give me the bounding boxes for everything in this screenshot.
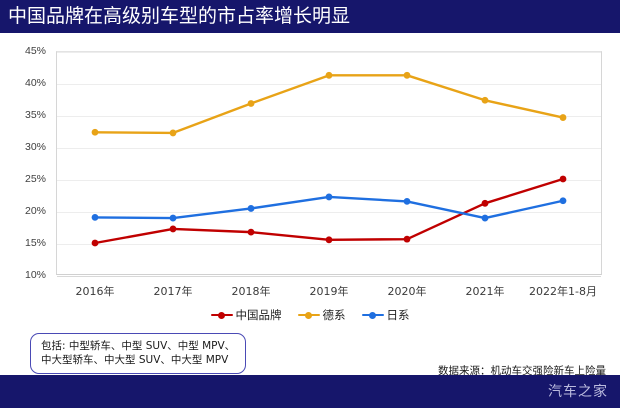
y-axis-tick-label: 15%: [24, 237, 46, 249]
data-point: [91, 128, 99, 136]
legend-label: 德系: [322, 308, 346, 322]
series-line: [93, 177, 565, 245]
page-title: 中国品牌在高级别车型的市占率增长明显: [8, 5, 351, 27]
data-point: [403, 71, 411, 79]
data-point: [247, 228, 255, 236]
data-point: [559, 114, 567, 121]
chart-legend: 中国品牌 德系 日系: [0, 305, 620, 325]
gridline: [57, 244, 601, 245]
y-axis-tick-label: 40%: [24, 77, 46, 89]
data-point: [247, 205, 255, 212]
gridline: [57, 212, 601, 213]
legend-item[interactable]: 中国品牌: [210, 307, 282, 323]
data-point: [91, 214, 99, 221]
x-axis-tick-label: 2016年: [75, 285, 115, 298]
gridline: [57, 84, 601, 85]
data-point: [481, 214, 489, 222]
header-bar: 中国品牌在高级别车型的市占率增长明显: [0, 0, 620, 33]
legend-line-marker-icon: [361, 310, 384, 320]
y-axis-tick-label: 45%: [24, 45, 46, 57]
y-axis-tick-label: 25%: [24, 173, 46, 185]
note-box: 包括: 中型轿车、中型 SUV、中型 MPV、 中大型轿车、中大型 SUV、中大…: [30, 333, 247, 374]
gridline: [57, 180, 601, 181]
gridline: [57, 116, 601, 117]
data-point: [247, 100, 255, 107]
plot-area: [56, 51, 602, 277]
x-axis-tick-label: 2021年: [465, 285, 505, 298]
series-德系: [91, 71, 567, 137]
series-line: [93, 74, 565, 135]
x-axis-tick-label: 2020年: [387, 285, 427, 298]
x-axis-labels: 2016年 2017年 2018年 2019年 2020年 2021年 2022年1-8月: [56, 279, 602, 301]
data-point: [325, 193, 333, 201]
x-axis-tick-label: 2018年: [231, 285, 271, 298]
legend-line-marker-icon: [210, 310, 233, 320]
gridline: [57, 52, 601, 53]
data-point: [325, 236, 333, 244]
y-axis-tick-label: 10%: [24, 269, 46, 281]
x-axis-tick-label: 2017年: [153, 285, 193, 298]
series-中国品牌: [91, 175, 567, 247]
legend-label: 日系: [386, 308, 410, 322]
chart-card: 10% 15% 20% 25% 30% 35% 40% 45% 2016年 2017年 2018年…: [0, 33, 620, 377]
series-layer: [91, 71, 567, 247]
data-point: [169, 129, 177, 137]
gridline: [57, 276, 601, 277]
watermark-label: 汽车之家: [548, 384, 608, 400]
data-point: [559, 175, 567, 183]
data-point: [91, 239, 99, 247]
data-point: [169, 225, 177, 233]
footer-bar: 汽车之家: [0, 375, 620, 408]
series-日系: [91, 193, 567, 222]
note-line-1: 包括: 中型轿车、中型 SUV、中型 MPV、: [41, 340, 236, 352]
legend-item[interactable]: 德系: [297, 307, 346, 323]
note-line-2: 中大型轿车、中大型 SUV、中大型 MPV: [41, 354, 229, 366]
data-point: [481, 199, 489, 207]
data-source-label: 数据来源：机动车交强险新车上险量: [438, 365, 606, 377]
y-axis-labels: 10% 15% 20% 25% 30% 35% 40% 45%: [0, 45, 52, 281]
data-point: [169, 214, 177, 222]
data-point: [559, 197, 567, 205]
x-axis-tick-label: 2019年: [309, 285, 349, 298]
y-axis-tick-label: 35%: [24, 109, 46, 121]
y-axis-tick-label: 30%: [24, 141, 46, 153]
legend-item[interactable]: 日系: [361, 307, 410, 323]
legend-label: 中国品牌: [235, 308, 282, 322]
data-point: [403, 235, 411, 243]
data-point: [481, 96, 489, 104]
data-point: [403, 198, 411, 205]
legend-line-marker-icon: [297, 310, 320, 320]
x-axis-tick-label: 2022年1-8月: [529, 285, 597, 298]
gridline: [57, 148, 601, 149]
data-point: [325, 71, 333, 79]
y-axis-tick-label: 20%: [24, 205, 46, 217]
